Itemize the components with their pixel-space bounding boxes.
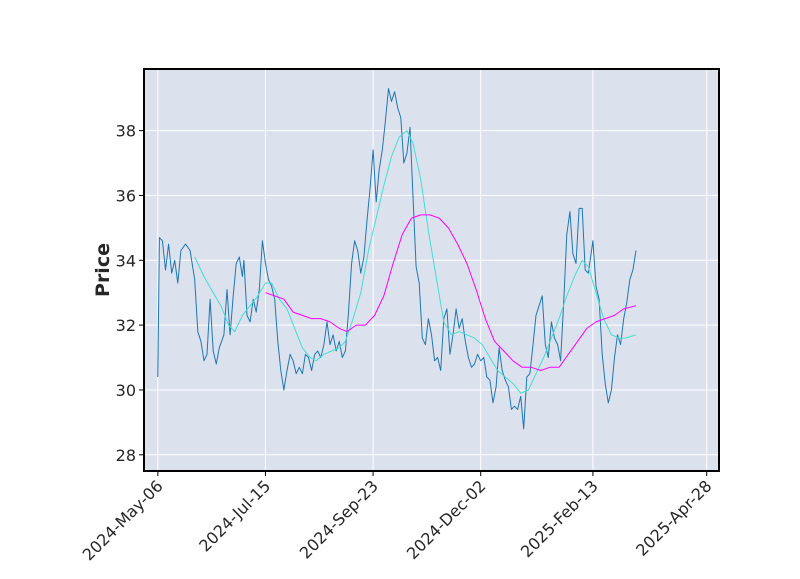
y-tick-label: 38 [116, 122, 136, 141]
x-tick-label: 2024-Dec-02 [403, 476, 490, 563]
series-line-ma_long [265, 214, 637, 371]
y-tick-label: 32 [116, 316, 136, 335]
series-line-price [157, 88, 637, 430]
y-tick-label: 30 [116, 381, 136, 400]
y-tick-label: 34 [116, 251, 136, 270]
series-line-ma_short [194, 130, 637, 394]
plot-frame [143, 68, 720, 472]
x-tick-label: 2025-Apr-28 [632, 476, 715, 559]
x-tick-label: 2024-May-06 [79, 476, 167, 564]
y-axis-label: Price [92, 243, 114, 297]
x-tick-label: 2025-Feb-13 [517, 476, 602, 561]
plot-area [144, 69, 719, 471]
y-tick-label: 36 [116, 186, 136, 205]
x-tick-label: 2024-Sep-23 [296, 476, 382, 562]
x-tick-label: 2024-Jul-15 [195, 476, 274, 555]
y-tick-label: 28 [116, 446, 136, 465]
